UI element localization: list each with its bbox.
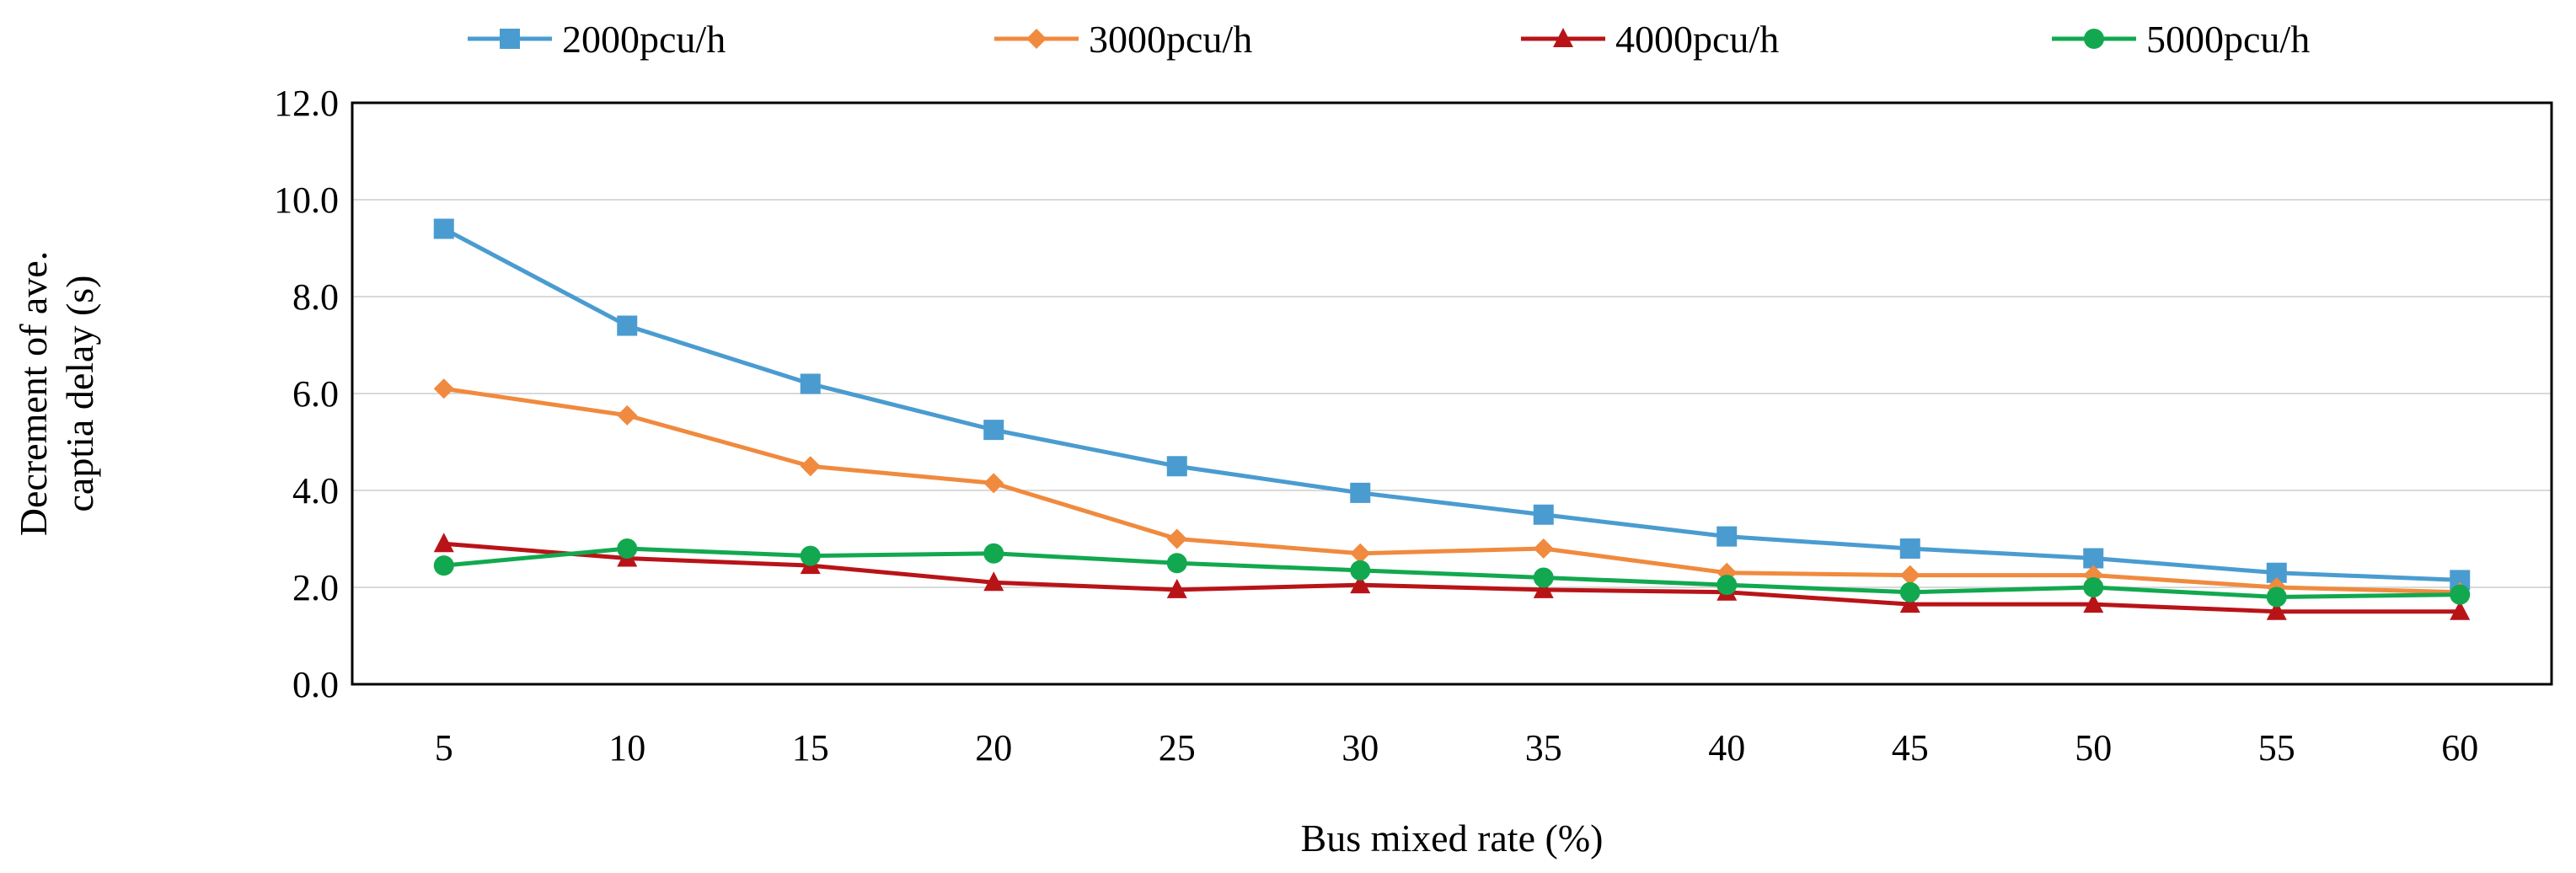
legend-marker xyxy=(1026,29,1047,49)
data-point xyxy=(1350,543,1371,564)
data-point xyxy=(433,555,454,576)
data-point xyxy=(800,373,821,394)
data-point xyxy=(1533,504,1554,525)
x-tick-label: 5 xyxy=(435,727,453,769)
data-point xyxy=(1166,578,1187,598)
data-point xyxy=(2083,577,2104,597)
data-point xyxy=(1899,581,1920,603)
data-point xyxy=(2083,593,2104,613)
x-tick-label: 40 xyxy=(1708,727,1745,769)
data-point xyxy=(983,420,1004,441)
legend-item: 4000pcu/h xyxy=(1521,18,1779,61)
series-line xyxy=(443,541,2461,614)
data-point xyxy=(800,545,821,566)
series-line xyxy=(443,546,2461,599)
legend-marker xyxy=(2084,29,2104,49)
y-tick-label: 10.0 xyxy=(274,179,339,221)
y-axis-title-line-2: captia delay (s) xyxy=(58,276,101,512)
y-tick-label: 12.0 xyxy=(274,83,339,124)
x-tick-label: 45 xyxy=(1892,727,1929,769)
data-point xyxy=(1350,482,1371,503)
legend-label: 4000pcu/h xyxy=(1615,18,1779,61)
legend-item: 2000pcu/h xyxy=(468,18,726,61)
legend-item: 5000pcu/h xyxy=(2052,18,2310,61)
data-point xyxy=(617,538,638,559)
x-tick-label: 30 xyxy=(1342,727,1379,769)
x-tick-label: 35 xyxy=(1525,727,1562,769)
legend-label: 3000pcu/h xyxy=(1089,18,1252,61)
data-point xyxy=(617,315,638,336)
data-point xyxy=(617,404,638,426)
data-point xyxy=(2450,600,2471,620)
legend-marker xyxy=(1553,28,1573,47)
legend: 2000pcu/h 3000pcu/h 4000pcu/h 5000pcu/h xyxy=(468,18,2310,61)
y-tick-label: 4.0 xyxy=(292,470,339,511)
y-tick-label: 0.0 xyxy=(292,664,339,705)
series-line xyxy=(443,386,2461,595)
y-axis-tick-labels: 0.0 2.0 4.0 6.0 8.0 10.0 12.0 xyxy=(274,83,339,705)
data-point xyxy=(983,543,1004,564)
data-point xyxy=(800,456,821,477)
data-point xyxy=(1166,553,1187,574)
x-tick-label: 55 xyxy=(2258,727,2295,769)
series-layer xyxy=(433,218,2471,620)
y-tick-label: 2.0 xyxy=(292,567,339,608)
data-point xyxy=(1899,538,1920,559)
data-point xyxy=(983,571,1004,592)
data-point xyxy=(2083,548,2104,569)
legend-item: 3000pcu/h xyxy=(994,18,1252,61)
data-point xyxy=(1716,526,1738,547)
legend-marker xyxy=(500,29,520,49)
legend-label: 5000pcu/h xyxy=(2146,18,2310,61)
x-tick-label: 50 xyxy=(2075,727,2112,769)
data-point xyxy=(2450,584,2471,605)
data-point xyxy=(1899,593,1920,613)
data-point xyxy=(1166,456,1187,477)
data-point xyxy=(1350,560,1371,581)
data-point xyxy=(433,533,454,553)
x-tick-label: 15 xyxy=(792,727,829,769)
data-point xyxy=(1716,575,1738,596)
data-point xyxy=(2266,586,2287,608)
data-point xyxy=(2266,600,2287,620)
x-axis-tick-labels: 5 10 15 20 25 30 35 40 45 50 55 60 xyxy=(435,727,2479,769)
data-point xyxy=(1533,538,1554,559)
y-tick-label: 6.0 xyxy=(292,373,339,415)
data-point xyxy=(1899,565,1920,586)
data-point xyxy=(433,378,454,399)
x-tick-label: 20 xyxy=(975,727,1012,769)
series-5000pcu/h xyxy=(433,538,2471,608)
data-point xyxy=(1533,578,1554,598)
data-point xyxy=(1533,567,1554,588)
series-2000pcu/h xyxy=(433,218,2471,591)
data-point xyxy=(1166,528,1187,549)
x-tick-label: 25 xyxy=(1159,727,1196,769)
x-axis-title: Bus mixed rate (%) xyxy=(1301,817,1604,860)
x-tick-label: 60 xyxy=(2441,727,2478,769)
y-axis-title-line-1: Decrement of ave. xyxy=(12,251,55,536)
data-point xyxy=(433,218,454,239)
plot-area-frame xyxy=(351,101,2553,686)
legend-label: 2000pcu/h xyxy=(562,18,726,61)
data-point xyxy=(983,473,1004,494)
series-line xyxy=(442,227,2461,582)
data-point xyxy=(1350,574,1371,594)
x-tick-label: 10 xyxy=(608,727,645,769)
gridlines xyxy=(352,199,2552,588)
y-tick-label: 8.0 xyxy=(292,276,339,318)
series-4000pcu/h xyxy=(433,533,2471,620)
